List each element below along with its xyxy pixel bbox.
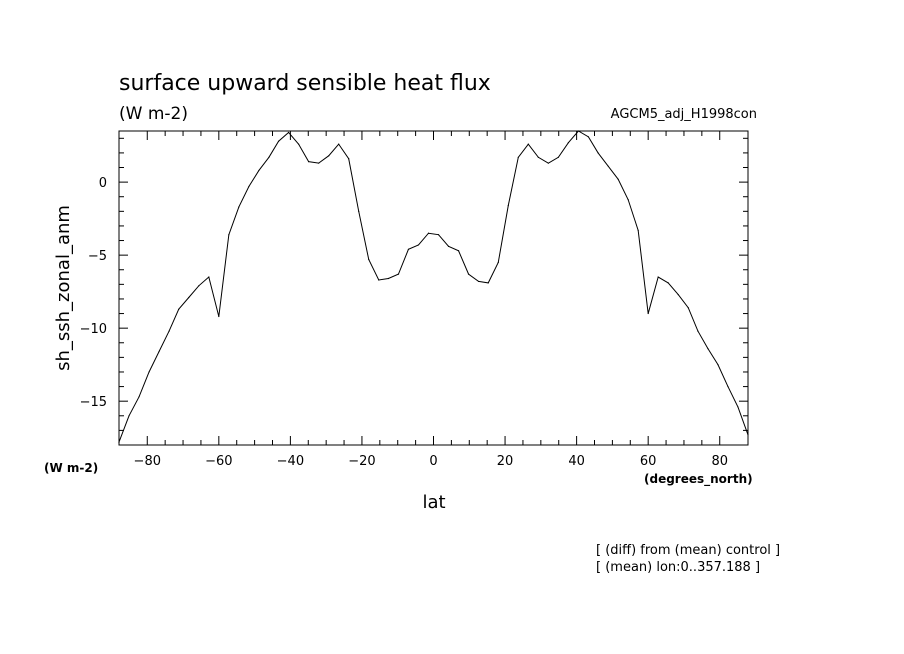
data-point [128,415,130,417]
x-tick-label: 60 [640,454,657,469]
data-point [198,285,200,287]
x-units: (degrees_north) [644,472,753,487]
note-mean: [ (mean) lon:0..357.188 ] [596,560,760,575]
x-tick-label: −20 [348,454,375,469]
y-tick-label: −15 [80,395,107,410]
x-axis-label: lat [422,492,445,513]
x-tick-label: 80 [711,454,728,469]
data-point [667,282,669,284]
data-point [368,258,370,261]
data-point [447,245,450,247]
data-point [637,229,639,231]
data-point [138,396,140,398]
data-point [457,250,460,252]
data-point [258,169,260,172]
data-point [587,136,590,138]
data-point [248,185,250,188]
data-point [268,156,270,158]
series-line [118,130,749,443]
data-point [517,156,519,158]
data-point [747,434,749,436]
data-point [427,232,430,234]
data-point [158,350,160,353]
data-point [607,165,609,167]
data-point [218,315,220,318]
data-point [647,312,649,315]
data-point [387,277,390,280]
data-point [727,385,729,388]
data-point [358,210,360,212]
y-axis-label: sh_ssh_zonal_anm [53,205,74,371]
data-point [497,261,499,264]
data-point [298,143,300,145]
data-point [287,131,290,134]
data-point [477,280,480,283]
data-point [617,178,619,180]
data-point [537,156,539,158]
y-axis-ticks: −15 −10 −5 0 [80,137,748,431]
data-point [507,204,509,207]
data-point [118,441,120,443]
data-point [378,279,380,281]
chart-subtitle: (W m-2) [119,104,188,124]
data-point [328,155,330,157]
data-point [527,143,529,145]
data-point [627,199,629,201]
data-point [168,330,170,332]
data-point [567,142,569,144]
data-point [188,296,190,299]
data-point [687,307,689,309]
x-tick-label: −60 [205,454,232,469]
series-points [118,130,749,443]
data-point [208,276,210,278]
data-point [577,130,580,132]
data-point [597,152,599,154]
data-point [697,330,699,332]
x-tick-label: −80 [134,454,161,469]
data-point [148,371,150,373]
plot-area: −80 −60 −40 −20 0 20 40 60 80 −15 −10 −5 0 [80,130,749,469]
data-point [707,348,709,350]
data-point [467,273,470,275]
data-point [417,244,420,246]
y-tick-label: 0 [99,176,107,191]
data-point [397,273,400,275]
data-point [407,248,410,250]
data-point [318,162,320,164]
plot-frame [118,130,749,446]
data-point [228,234,230,236]
data-point [657,276,659,278]
chart-title: surface upward sensible heat flux [119,71,491,96]
x-tick-label: 40 [568,454,585,469]
x-tick-label: −40 [277,454,304,469]
data-point [737,406,739,408]
data-point [277,140,280,142]
data-point [178,308,180,310]
data-point [308,161,310,163]
y-tick-label: −5 [88,249,107,264]
x-axis-ticks: −80 −60 −40 −20 0 20 40 60 80 [134,131,728,469]
data-point [348,158,350,160]
data-point [437,234,440,236]
data-point [677,293,679,296]
data-point [547,162,549,164]
y-tick-label: −10 [80,322,107,337]
data-point [487,282,489,284]
data-point [557,156,559,158]
data-point [238,206,240,208]
x-tick-label: 0 [429,454,437,469]
data-point [338,143,340,145]
note-diff: [ (diff) from (mean) control ] [596,543,780,558]
y-units: (W m-2) [44,461,98,475]
experiment-label: AGCM5_adj_H1998con [611,107,757,122]
x-tick-label: 20 [497,454,514,469]
data-point [717,364,719,366]
